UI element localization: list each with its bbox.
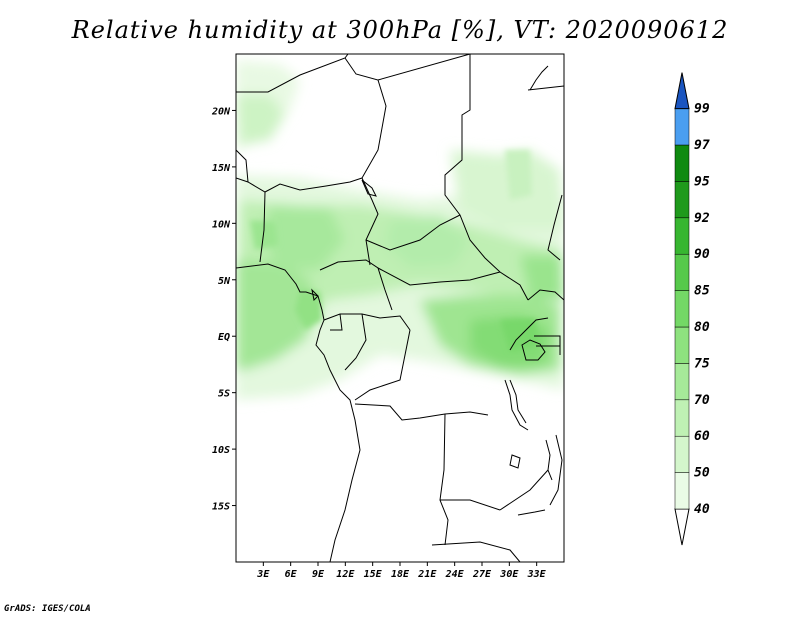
rh-shade-patch-d xyxy=(505,150,532,200)
lake-malawi xyxy=(545,439,553,481)
lon-tick-label: 12E xyxy=(336,569,355,580)
border-9 xyxy=(319,259,393,311)
colorbar-label: 97 xyxy=(694,138,710,153)
border-8 xyxy=(365,214,461,251)
colorbar-label: 90 xyxy=(694,247,710,262)
lake-kariba xyxy=(517,509,546,516)
lat-tick-label: 10N xyxy=(212,219,231,230)
colorbar-label: 70 xyxy=(694,393,710,408)
rh-shade-cameroon xyxy=(262,205,345,270)
colorbar-label: 85 xyxy=(694,284,710,299)
figure-title: Relative humidity at 300hPa [%], VT: 202… xyxy=(71,16,729,44)
border-1 xyxy=(236,54,349,93)
rh-shade-darfur xyxy=(385,215,470,268)
border-25 xyxy=(547,194,563,261)
lon-tick-label: 27E xyxy=(472,569,492,580)
border-17 xyxy=(440,499,501,511)
colorbar-segment xyxy=(674,326,690,364)
colorbar-label: 75 xyxy=(694,356,710,371)
colorbar-segment xyxy=(674,181,690,219)
lon-tick-label: 15E xyxy=(364,569,383,580)
lat-tick-label: 5N xyxy=(218,276,231,287)
lat-tick-label: 10S xyxy=(212,445,230,456)
humidity-shading xyxy=(236,60,564,400)
colorbar: 40 50 60 70 75 80 85 90 92 95 97 99 xyxy=(674,72,710,546)
border-13 xyxy=(344,313,367,371)
colorbar-segment xyxy=(674,472,690,510)
lake-chad xyxy=(361,179,377,197)
colorbar-segment xyxy=(674,108,690,146)
colorbar-label: 60 xyxy=(694,429,710,444)
colorbar-label: 80 xyxy=(694,320,710,335)
colorbar-label: 99 xyxy=(694,102,710,117)
lon-axis: 3E 6E 9E 12E 15E 18E 21E 24E 27E 30E 33E xyxy=(256,562,547,580)
lake-mweru xyxy=(509,454,521,469)
credit-label: GrADS: IGES/COLA xyxy=(4,604,91,614)
border-12 xyxy=(330,313,343,331)
colorbar-label: 95 xyxy=(694,174,710,189)
lon-tick-label: 30E xyxy=(499,569,519,580)
lat-axis: 20N 15N 10N 5N EQ 5S 10S 15S xyxy=(211,106,236,513)
border-3 xyxy=(377,54,471,81)
colorbar-segment xyxy=(674,290,690,328)
colorbar-lower-extension xyxy=(674,508,690,546)
colorbar-segment xyxy=(674,363,690,401)
colorbar-segment xyxy=(674,435,690,473)
lon-tick-label: 18E xyxy=(391,569,410,580)
colorbar-label: 92 xyxy=(694,211,710,226)
colorbar-segment xyxy=(674,144,690,182)
rift-lake-tanganyika-east xyxy=(509,379,527,424)
country-borders xyxy=(236,54,564,562)
border-14 xyxy=(354,329,411,401)
lat-tick-label: 15N xyxy=(212,163,231,174)
border-19 xyxy=(499,469,549,511)
lon-tick-label: 9E xyxy=(312,569,325,580)
border-15 xyxy=(354,403,489,421)
lon-tick-label: 33E xyxy=(527,569,547,580)
border-20 xyxy=(509,317,549,351)
border-5 xyxy=(236,177,363,193)
rh-shade-ethiopia xyxy=(520,255,564,300)
colorbar-label: 50 xyxy=(694,466,710,481)
border-6 xyxy=(259,191,266,263)
colorbar-segment xyxy=(674,253,690,291)
colorbar-label: 40 xyxy=(694,502,710,517)
rh-shade-north-patch xyxy=(236,95,285,145)
border-10 xyxy=(377,267,501,286)
border-26 xyxy=(527,289,564,301)
coast-mozambique xyxy=(549,434,563,506)
border-11 xyxy=(323,313,411,331)
colorbar-segment xyxy=(674,399,690,437)
border-16 xyxy=(439,413,449,546)
islands-a xyxy=(311,288,319,302)
lat-tick-label: 20N xyxy=(211,106,231,117)
border-7 xyxy=(236,149,249,183)
border-4 xyxy=(444,54,529,301)
lon-tick-label: 21E xyxy=(417,569,437,580)
rh-shade-patch-c xyxy=(250,220,278,250)
lat-tick-label: 15S xyxy=(212,502,230,513)
border-2 xyxy=(344,57,387,266)
lat-tick-label: 5S xyxy=(218,389,230,400)
lon-tick-label: 24E xyxy=(445,569,465,580)
colorbar-upper-extension xyxy=(674,72,690,110)
lake-victoria xyxy=(521,339,546,361)
border-24 xyxy=(527,85,564,91)
rift-lake-tanganyika xyxy=(504,379,529,431)
border-22 xyxy=(534,335,561,355)
lat-tick-label: EQ xyxy=(218,332,230,343)
lon-tick-label: 6E xyxy=(285,569,298,580)
rh-shade-northeast xyxy=(450,150,564,230)
sahara-coast-north xyxy=(529,65,549,91)
colorbar-segment xyxy=(674,217,690,255)
border-18 xyxy=(431,541,521,562)
coastline-west-africa xyxy=(236,263,361,562)
lon-tick-label: 3E xyxy=(256,569,270,580)
rh-shade-patch-a xyxy=(295,290,322,330)
